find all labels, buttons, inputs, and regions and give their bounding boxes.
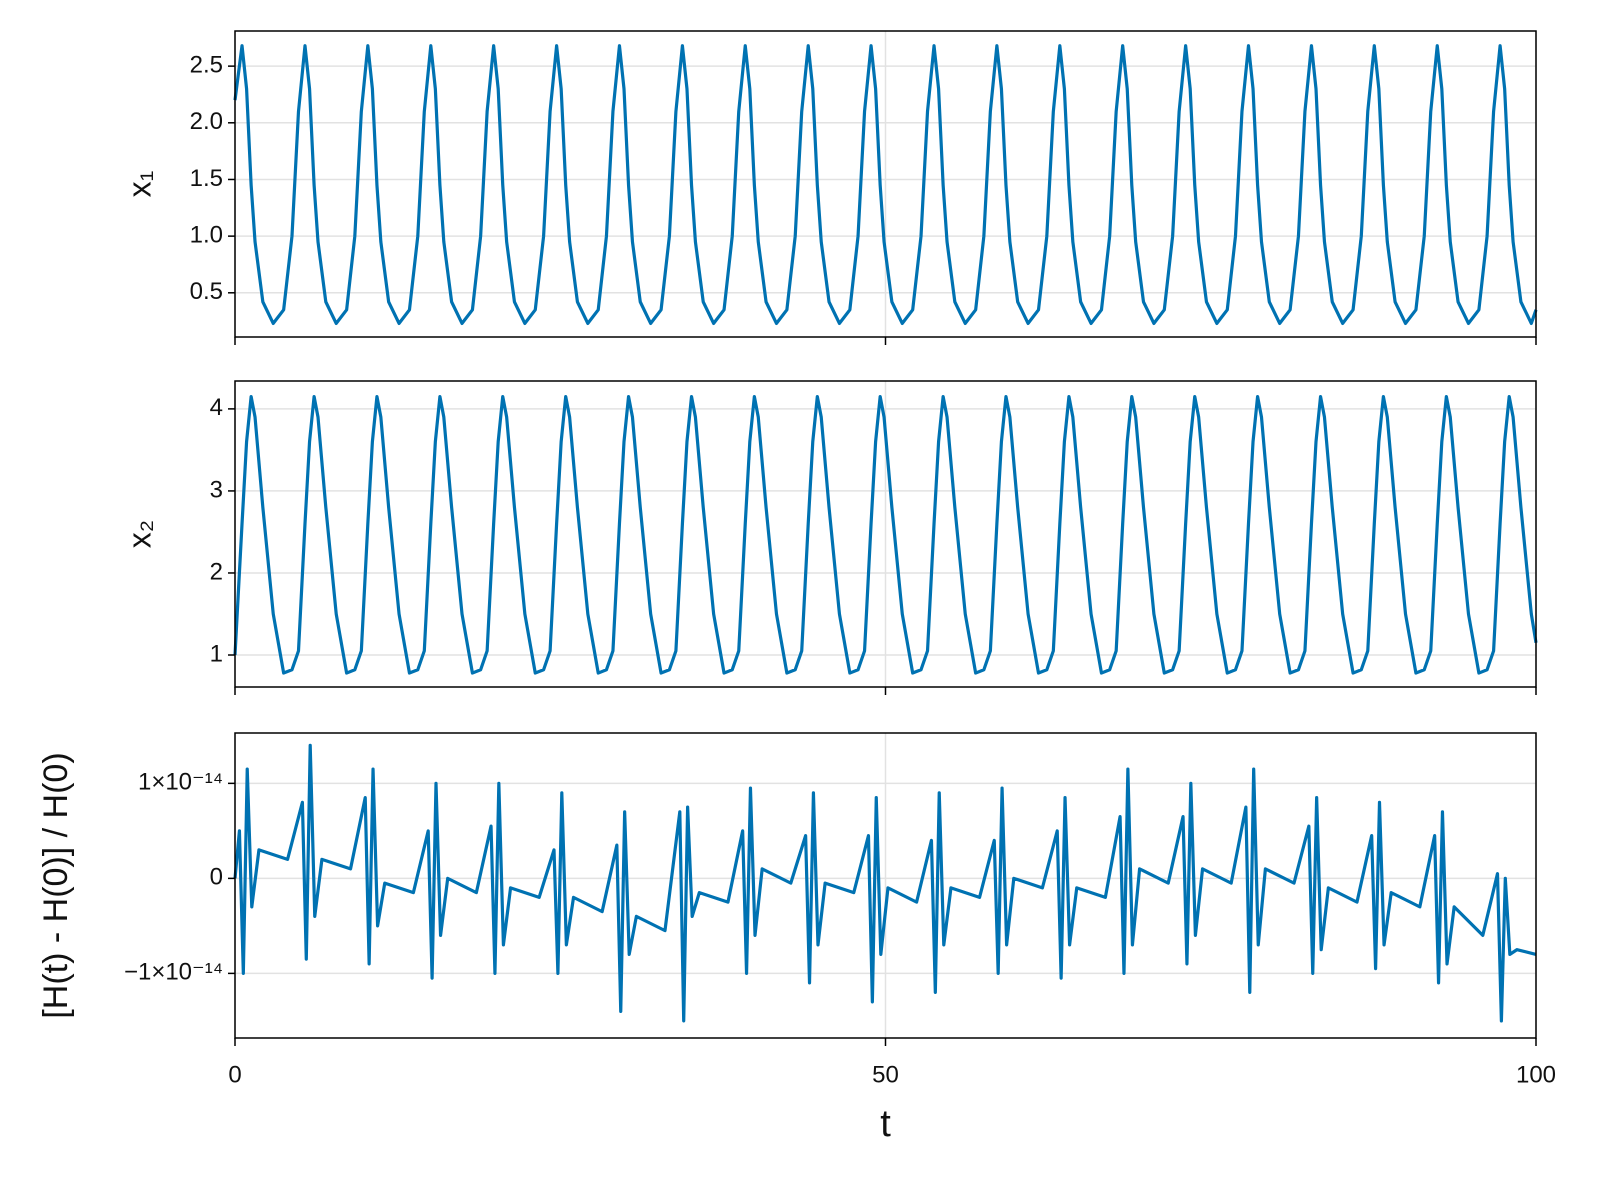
data-line: [233, 394, 1538, 675]
y-tick-label: 4: [210, 394, 223, 421]
y-tick-label: 1.5: [190, 165, 223, 192]
y-tick-label: 3: [210, 476, 223, 503]
y-tick-label: 1: [210, 640, 223, 667]
y-axis-label: x₂: [121, 520, 157, 548]
y-axis-label: x₁: [121, 171, 157, 198]
y-tick-label: −1×10⁻¹⁴: [124, 959, 223, 986]
x-tick-label: 50: [872, 1061, 899, 1088]
y-tick-label: 1×10⁻¹⁴: [138, 769, 223, 796]
data-line: [233, 44, 1538, 325]
y-tick-label: 2.0: [190, 108, 223, 135]
x-tick-label: 0: [228, 1061, 241, 1088]
y-tick-label: 2: [210, 558, 223, 585]
y-tick-label: 1.0: [190, 221, 223, 248]
y-tick-label: 2.5: [190, 51, 223, 78]
x-axis-label: t: [880, 1103, 891, 1145]
data-line: [233, 743, 1537, 1023]
y-tick-label: 0.5: [190, 278, 223, 305]
y-tick-label: 0: [210, 864, 223, 891]
y-axis-label: [H(t) - H(0)] / H(0): [37, 752, 75, 1018]
x-tick-label: 100: [1516, 1061, 1556, 1088]
